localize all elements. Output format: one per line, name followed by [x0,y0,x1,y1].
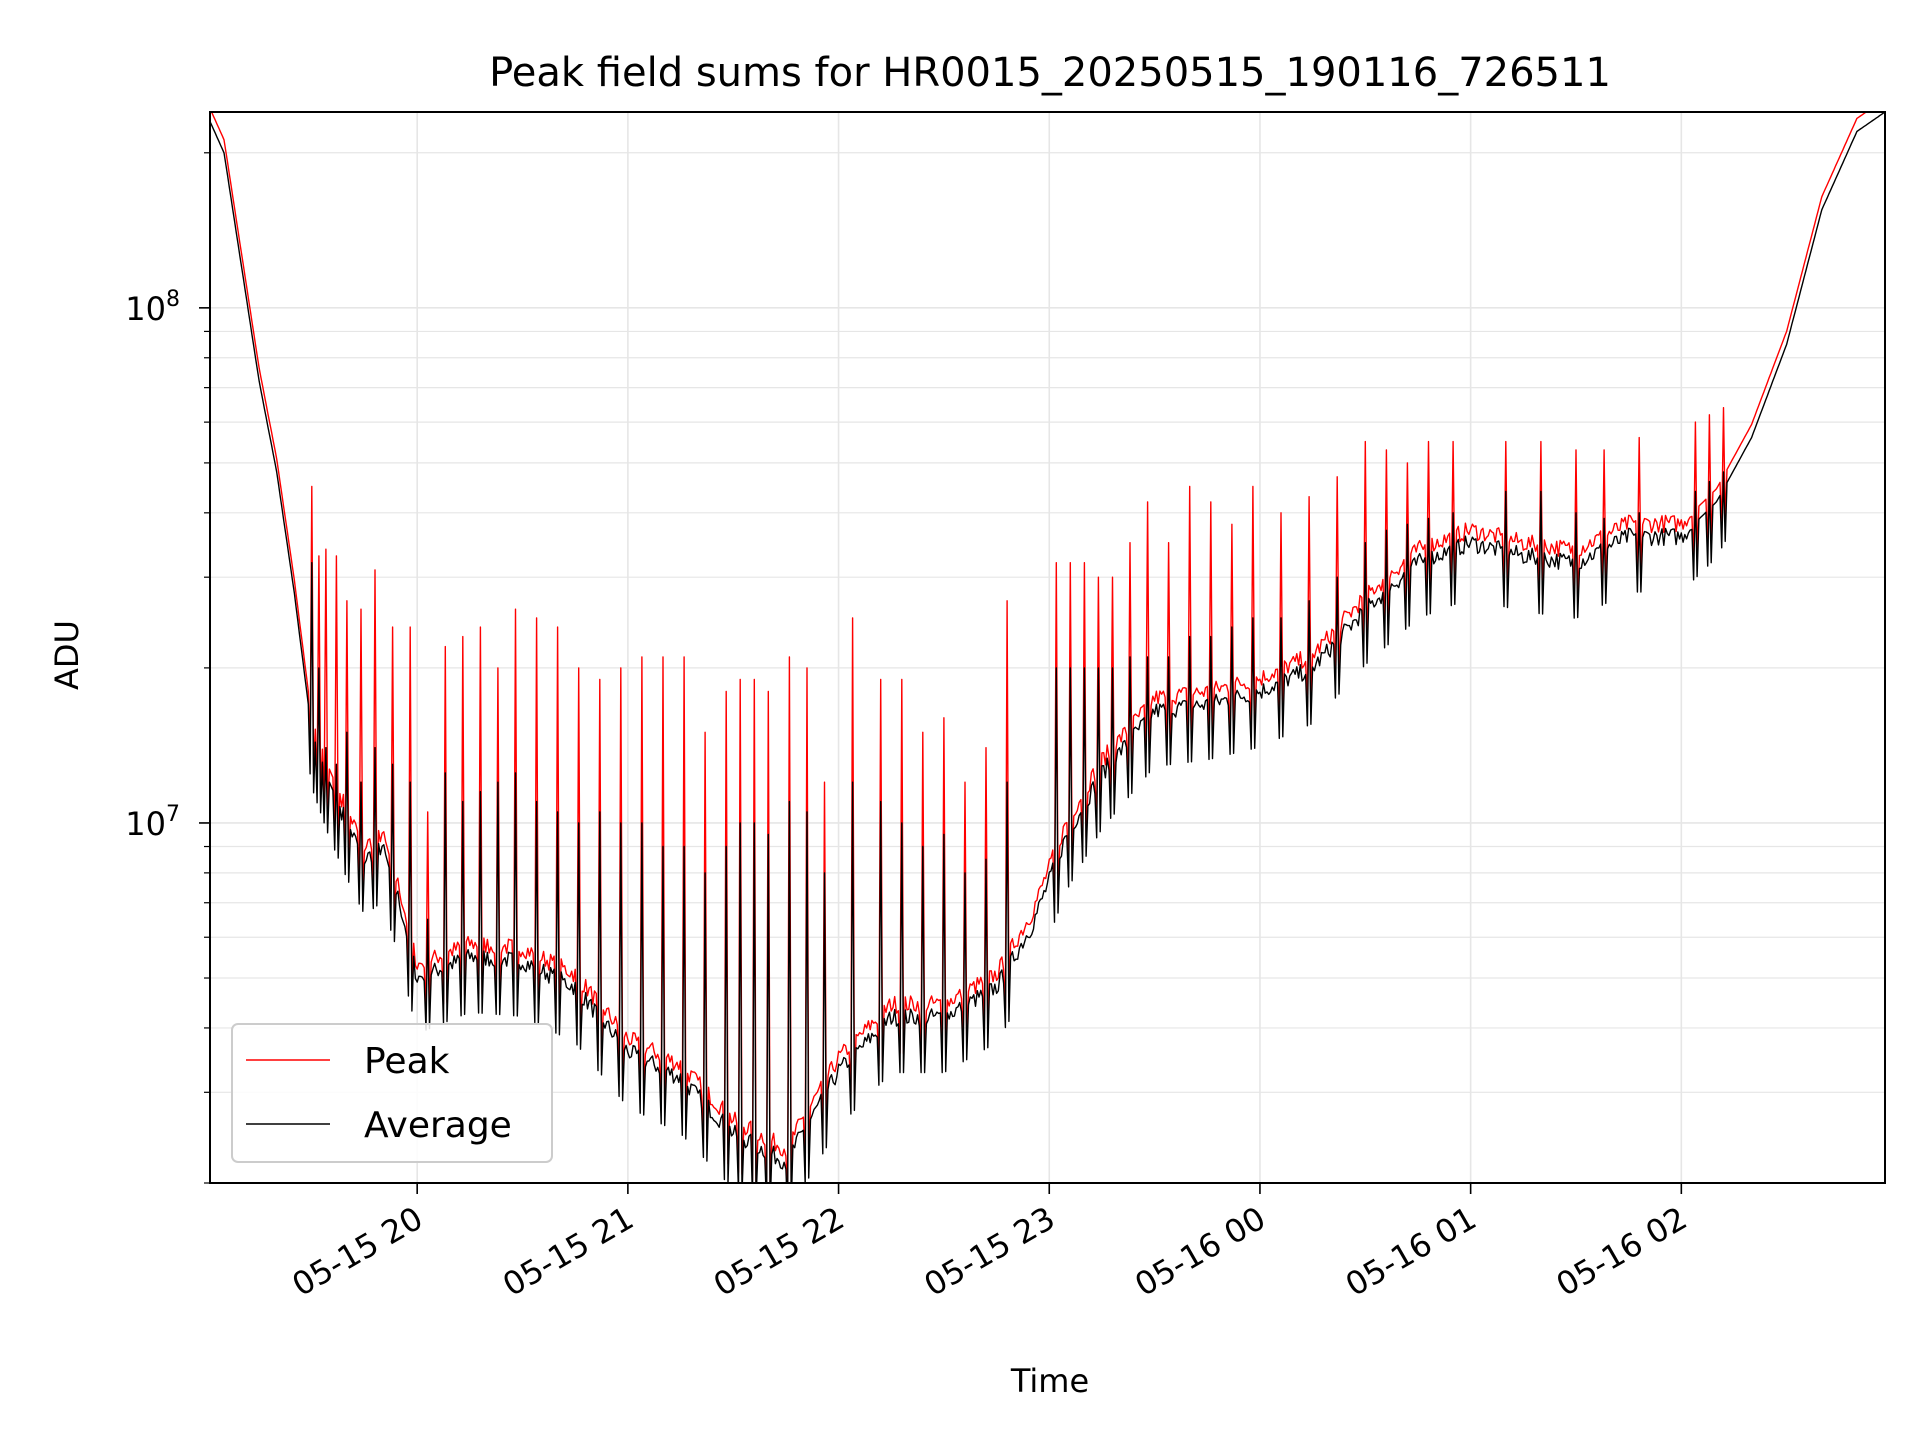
series [210,112,1885,1183]
legend-label-average: Average [364,1105,512,1146]
y-axis-title: ADU [48,620,86,690]
y-tick-label: 107 [125,802,180,843]
legend-box [231,1023,553,1163]
x-axis-title: Time [1010,1362,1089,1400]
series-line-average [210,112,1885,1183]
y-axis: 107 108 [125,152,210,1184]
y-tick-label: 108 [125,287,180,328]
legend: Peak Average [231,1023,553,1163]
plot-area [209,111,1886,1184]
legend-label-peak: Peak [364,1041,450,1082]
chart-title: Peak field sums for HR0015_20250515_1901… [489,50,1611,96]
